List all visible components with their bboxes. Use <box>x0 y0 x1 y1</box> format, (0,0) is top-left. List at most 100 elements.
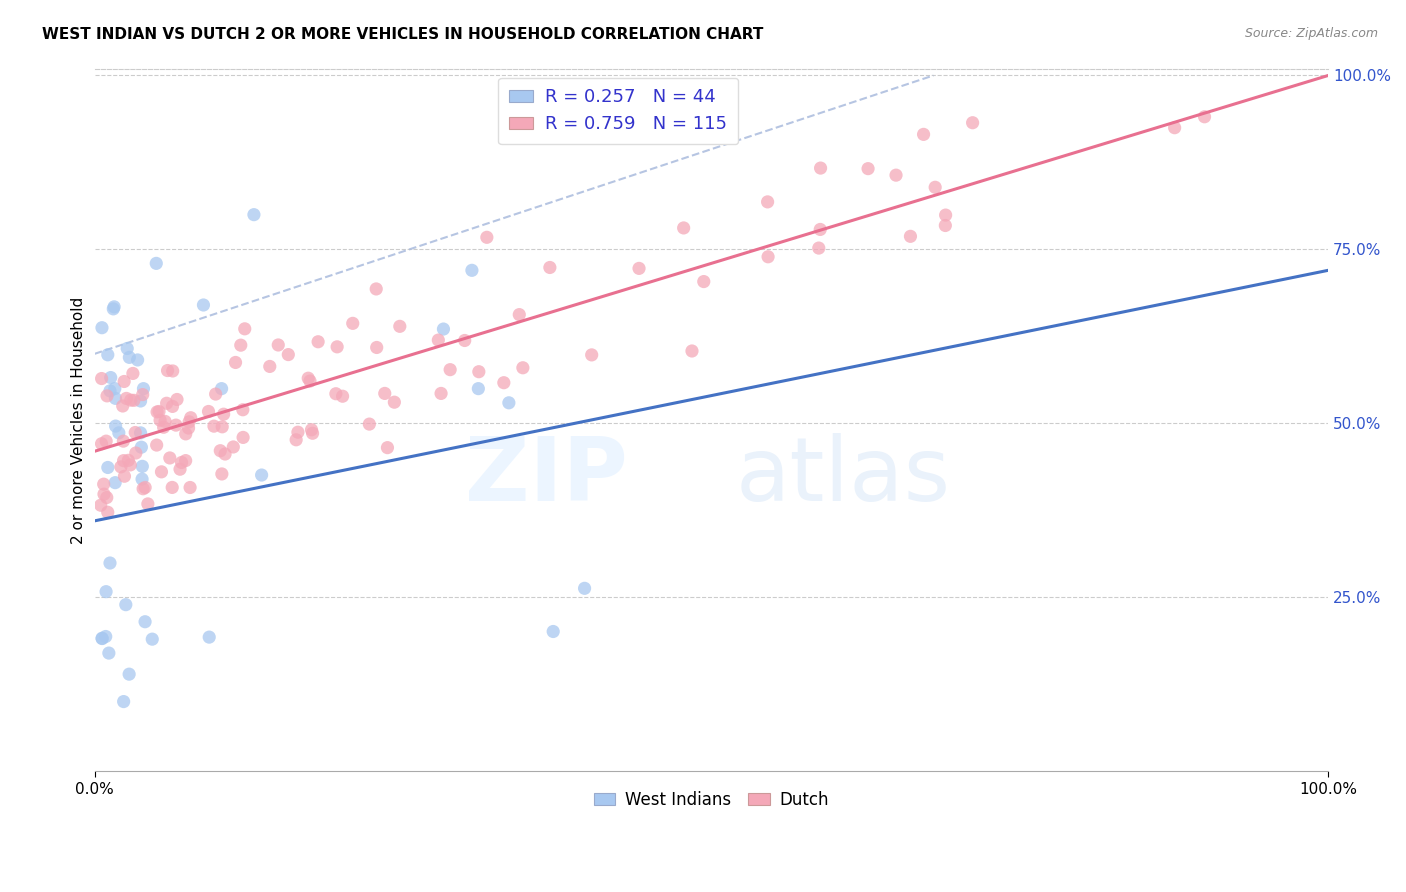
Point <box>1194 110 1216 124</box>
Point <box>325 386 347 401</box>
Point <box>856 161 879 176</box>
Point <box>810 161 832 175</box>
Point <box>94 584 117 599</box>
Point <box>301 426 323 441</box>
Point <box>162 400 184 414</box>
Point <box>962 116 984 130</box>
Point <box>108 425 131 440</box>
Point <box>287 425 309 440</box>
Point <box>202 419 225 434</box>
Point <box>508 308 530 322</box>
Point <box>112 453 135 467</box>
Point <box>170 455 193 469</box>
Point <box>581 348 603 362</box>
Point <box>935 208 957 222</box>
Point <box>165 418 187 433</box>
Point <box>115 342 138 356</box>
Point <box>307 334 329 349</box>
Point <box>430 386 453 401</box>
Point <box>439 362 461 376</box>
Point <box>179 481 201 495</box>
Point <box>103 301 125 316</box>
Text: ZIP: ZIP <box>464 433 627 520</box>
Point <box>884 168 907 182</box>
Point <box>112 695 135 709</box>
Point <box>129 425 152 440</box>
Point <box>117 453 139 467</box>
Point <box>574 582 596 596</box>
Point <box>122 367 145 381</box>
Point <box>131 440 153 454</box>
Point <box>467 382 489 396</box>
Point <box>134 480 156 494</box>
Point <box>98 556 121 570</box>
Point <box>225 355 247 369</box>
Point <box>454 334 477 348</box>
Point <box>693 275 716 289</box>
Point <box>756 250 779 264</box>
Point <box>152 420 174 434</box>
Point <box>366 341 388 355</box>
Point <box>204 387 226 401</box>
Point <box>209 443 232 458</box>
Point <box>153 414 176 428</box>
Point <box>332 389 354 403</box>
Point <box>112 375 135 389</box>
Point <box>132 382 155 396</box>
Point <box>91 632 114 646</box>
Point <box>120 458 142 472</box>
Point <box>124 425 146 440</box>
Point <box>104 392 127 406</box>
Point <box>97 460 120 475</box>
Point <box>1163 120 1185 135</box>
Point <box>512 360 534 375</box>
Point <box>934 219 956 233</box>
Point <box>912 128 935 142</box>
Point <box>115 392 138 406</box>
Point <box>900 229 922 244</box>
Point <box>342 317 364 331</box>
Point <box>120 393 142 408</box>
Point <box>118 351 141 365</box>
Point <box>131 472 153 486</box>
Point <box>145 256 167 270</box>
Text: atlas: atlas <box>735 433 950 520</box>
Point <box>98 384 121 398</box>
Point <box>91 320 114 334</box>
Point <box>110 459 132 474</box>
Point <box>114 598 136 612</box>
Point <box>96 491 118 505</box>
Point <box>359 417 381 431</box>
Point <box>214 447 236 461</box>
Point <box>141 632 163 647</box>
Point <box>90 498 112 512</box>
Point <box>388 319 411 334</box>
Point <box>756 194 779 209</box>
Point <box>492 376 515 390</box>
Point <box>166 392 188 407</box>
Point <box>93 487 115 501</box>
Point <box>285 433 308 447</box>
Point <box>297 371 319 385</box>
Point <box>162 364 184 378</box>
Point <box>180 410 202 425</box>
Point <box>807 241 830 255</box>
Point <box>538 260 561 275</box>
Point <box>127 353 149 368</box>
Point <box>131 459 153 474</box>
Point <box>298 374 321 388</box>
Point <box>122 393 145 408</box>
Point <box>427 333 450 347</box>
Point <box>131 387 153 401</box>
Point <box>104 382 127 396</box>
Point <box>232 402 254 417</box>
Point <box>681 343 703 358</box>
Point <box>97 646 120 660</box>
Point <box>169 462 191 476</box>
Y-axis label: 2 or more Vehicles in Household: 2 or more Vehicles in Household <box>72 296 86 543</box>
Point <box>148 404 170 418</box>
Point <box>475 230 498 244</box>
Point <box>243 208 266 222</box>
Point <box>468 365 491 379</box>
Point <box>146 405 169 419</box>
